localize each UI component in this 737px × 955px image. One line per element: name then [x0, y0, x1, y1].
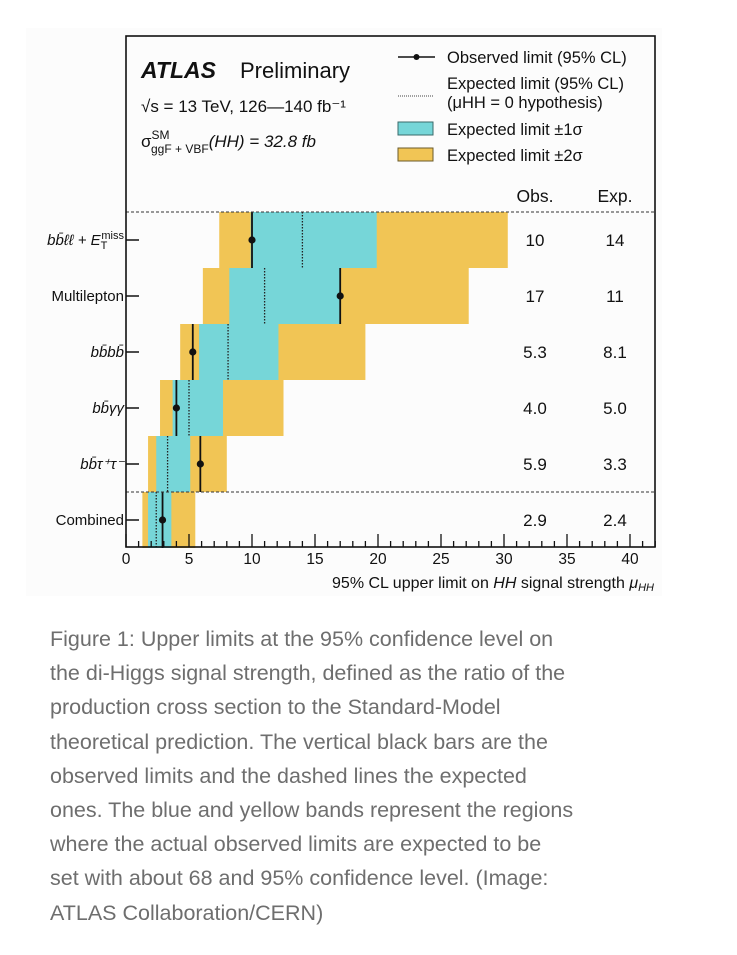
legend-expected-label2: (μHH = 0 hypothesis) [447, 94, 603, 112]
observed-marker [158, 516, 167, 524]
caption-line: the di-Higgs signal strength, defined as… [50, 661, 566, 686]
xsec-sup: SM [152, 128, 170, 142]
exp-value: 11 [606, 287, 624, 306]
x-axis-label: 95% CL upper limit on HH signal strength… [332, 575, 654, 594]
xsec-label: σSM ggF + VBF(HH) = 32.8 fb [141, 128, 316, 156]
y-tick-label: bb̄τ⁺τ⁻ [80, 456, 125, 473]
obs-value: 17 [526, 287, 545, 306]
obs-value: 2.9 [523, 511, 547, 530]
observed-marker [172, 404, 180, 412]
obs-value: 4.0 [523, 399, 547, 418]
x-tick-label: 35 [558, 551, 575, 568]
y-axis: bb̄ℓℓ + ETmiss Multilepton bb̄bb̄ bb̄γγ bb̄τ… [47, 230, 139, 529]
limit-chart: 0 5 10 15 20 25 30 35 40 bb̄ℓℓ + ETmiss Multilept… [47, 35, 656, 594]
y-tick-label: Multilepton [51, 288, 124, 305]
exp-column-header: Exp. [597, 186, 632, 206]
exp-value: 2.4 [603, 511, 627, 530]
observed-marker [336, 292, 344, 300]
x-tick-label: 0 [122, 551, 131, 568]
xsec-sigma: σ [141, 132, 152, 151]
legend-band1-label: Expected limit ±1σ [447, 121, 583, 139]
legend-band2-icon [397, 147, 434, 162]
observed-marker [196, 460, 204, 468]
caption-line: set with about 68 and 95% confidence lev… [50, 866, 549, 891]
caption-line: ATLAS Collaboration/CERN) [50, 900, 324, 925]
x-tick-label: 25 [432, 551, 449, 568]
marks-layer [155, 212, 344, 548]
caption-line: production cross section to the Standard… [50, 695, 501, 720]
caption-line: observed limits and the dashed lines the… [50, 763, 527, 788]
band-1sigma [229, 268, 341, 324]
y-tick-label: bb̄bb̄ [91, 344, 125, 361]
bands-layer [142, 212, 508, 548]
exp-value: 3.3 [603, 455, 627, 474]
atlas-label: ATLAS [140, 57, 217, 83]
legend-band1-icon [397, 121, 434, 136]
band-1sigma [156, 436, 191, 492]
x-tick-label: 5 [185, 551, 194, 568]
band-1sigma [250, 212, 377, 268]
x-tick-label: 40 [621, 551, 639, 568]
legend-expected-label: Expected limit (95% CL) [447, 75, 624, 93]
legend-observed-marker [413, 54, 420, 60]
xsec-rest: (HH) = 32.8 fb [209, 132, 316, 151]
legend: Observed limit (95% CL) Expected limit (… [397, 49, 627, 165]
obs-value: 5.9 [523, 455, 547, 474]
y-tick-label: bb̄ℓℓ + ETmiss [47, 230, 124, 252]
legend-observed-label: Observed limit (95% CL) [447, 49, 627, 67]
legend-band2-label: Expected limit ±2σ [447, 147, 583, 165]
value-columns: 10 14 17 11 5.3 8.1 4.0 5.0 5.9 3.3 2.9 2.4 [523, 231, 627, 530]
exp-value: 8.1 [603, 343, 627, 362]
caption-line: theoretical prediction. The vertical bla… [50, 729, 548, 754]
band-1sigma [172, 380, 224, 436]
exp-value: 14 [606, 231, 625, 250]
caption-line: Figure 1: Upper limits at the 95% confid… [50, 627, 554, 651]
energy-label: √s = 13 TeV, 126—140 fb⁻¹ [141, 97, 346, 116]
obs-value: 10 [526, 231, 545, 250]
x-tick-label: 10 [243, 551, 261, 568]
obs-column-header: Obs. [517, 186, 554, 206]
y-tick-label: Combined [56, 512, 124, 529]
y-tick-label: bb̄γγ [92, 400, 125, 417]
obs-value: 5.3 [523, 343, 547, 362]
caption-line: where the actual observed limits are exp… [50, 832, 542, 857]
caption-line: ones. The blue and yellow bands represen… [50, 798, 574, 823]
observed-marker [248, 236, 256, 244]
x-tick-label: 30 [495, 551, 513, 568]
exp-value: 5.0 [603, 399, 627, 418]
x-tick-label: 20 [369, 551, 387, 568]
observed-marker [189, 348, 197, 356]
x-axis: 0 5 10 15 20 25 30 35 40 [122, 534, 656, 568]
band-1sigma [199, 324, 279, 380]
figure-caption: Figure 1: Upper limits at the 95% confid… [50, 622, 670, 930]
x-tick-label: 15 [306, 551, 323, 568]
preliminary-label: Preliminary [240, 58, 350, 83]
xsec-sub: ggF + VBF [151, 142, 209, 156]
